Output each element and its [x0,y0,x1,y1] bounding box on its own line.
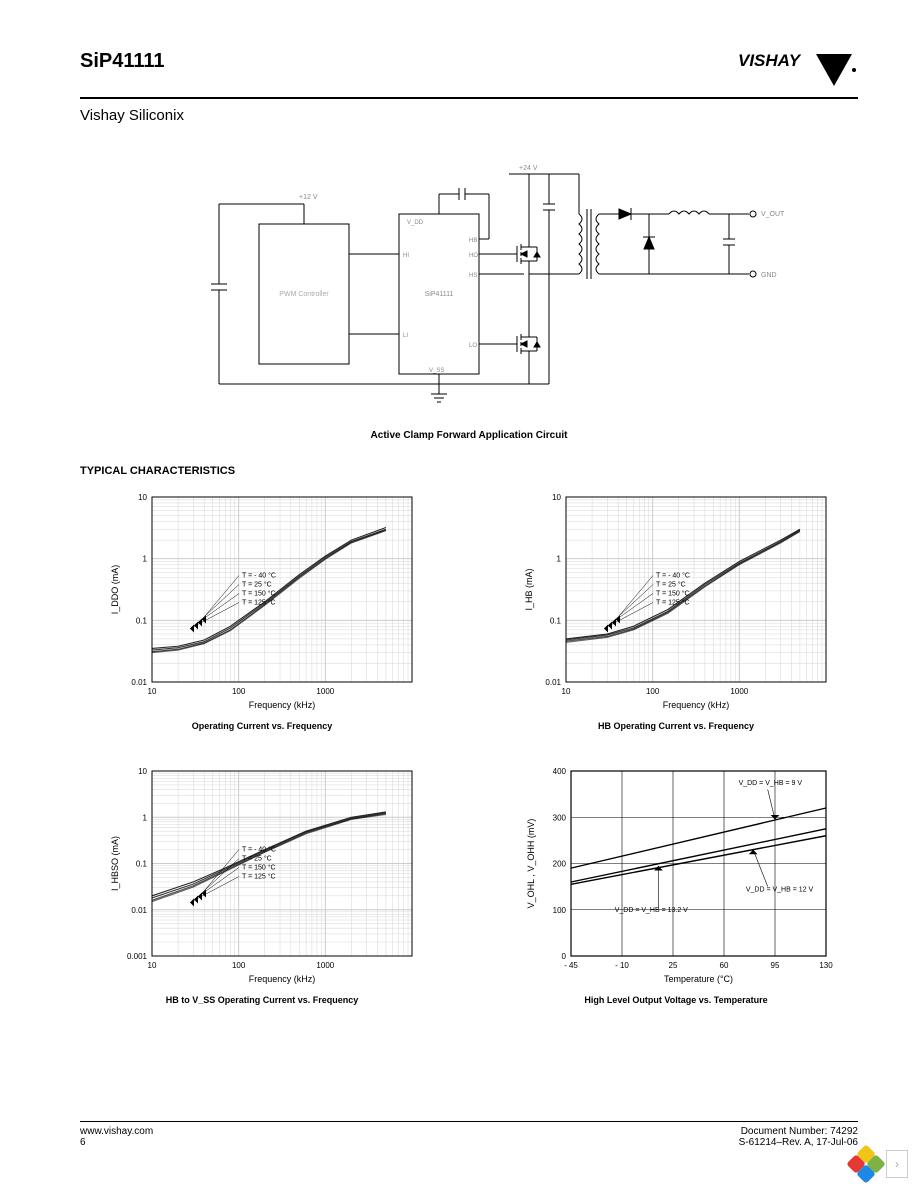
circuit-caption: Active Clamp Forward Application Circuit [371,430,568,441]
header: SiP41111 VISHAY [80,50,858,99]
chart-3: 10 100 1000 0.001 0.01 0.1 1 10 Frequency (kHz) I… [80,761,444,1005]
svg-text:200: 200 [553,860,567,869]
part-number: SiP41111 [80,50,165,73]
svg-text:0: 0 [562,952,567,961]
chart-1: 10 100 1000 0.01 0.1 1 10 Frequency (kHz) I_DDO … [80,487,444,731]
svg-text:LI: LI [403,333,408,339]
svg-text:0.1: 0.1 [136,860,148,869]
svg-text:130: 130 [819,961,833,970]
svg-text:I_HB (mA): I_HB (mA) [524,568,534,610]
svg-text:95: 95 [771,961,780,970]
svg-text:60: 60 [720,961,729,970]
svg-text:GND: GND [761,272,777,279]
svg-text:+12 V: +12 V [299,194,318,201]
svg-text:V_OUT: V_OUT [761,211,785,218]
svg-text:1: 1 [143,813,148,822]
svg-text:HI: HI [403,253,409,259]
svg-text:LO: LO [469,343,477,349]
footer-rev: S-61214–Rev. A, 17-Jul-06 [739,1137,858,1148]
svg-text:- 45: - 45 [564,961,578,970]
svg-text:- 10: - 10 [615,961,629,970]
svg-text:Frequency (kHz): Frequency (kHz) [249,700,316,710]
svg-text:T = 150 °C: T = 150 °C [242,864,276,872]
svg-text:Frequency (kHz): Frequency (kHz) [249,974,316,984]
svg-text:0.01: 0.01 [131,678,147,687]
svg-text:V_DD = V_HB = 12 V: V_DD = V_HB = 12 V [746,886,814,893]
svg-text:T = 25 °C: T = 25 °C [656,581,686,589]
svg-text:10: 10 [138,767,147,776]
circuit-diagram: +12 V +24 V PWM Controller SiP41111 V_DD… [80,154,858,441]
svg-text:1000: 1000 [316,687,334,696]
svg-text:100: 100 [553,906,567,915]
svg-text:I_DDO (mA): I_DDO (mA) [110,565,120,615]
svg-text:HO: HO [469,253,478,259]
svg-text:Temperature (°C): Temperature (°C) [664,974,733,984]
svg-text:100: 100 [232,961,246,970]
svg-text:0.1: 0.1 [550,616,562,625]
chart-4: - 45 - 10 25 60 95 130 0 100 200 300 400 Temperatur… [494,761,858,1005]
svg-text:300: 300 [553,813,567,822]
svg-text:T = 25 °C: T = 25 °C [242,855,272,863]
svg-text:T = 125 °C: T = 125 °C [656,599,690,607]
section-header: TYPICAL CHARACTERISTICS [80,465,858,477]
footer-docnum: Document Number: 74292 [739,1126,858,1137]
svg-text:SiP41111: SiP41111 [425,291,454,298]
svg-text:10: 10 [552,493,561,502]
svg-text:0.01: 0.01 [545,678,561,687]
svg-text:HS: HS [469,273,477,279]
svg-text:HB: HB [469,238,477,244]
footer-url: www.vishay.com [80,1126,153,1137]
svg-text:VISHAY: VISHAY [738,51,802,70]
chart-2: 10 100 1000 0.01 0.1 1 10 Frequency (kHz) I_HB (… [494,487,858,731]
footer-page: 6 [80,1137,153,1148]
vishay-logo: VISHAY [738,50,858,93]
svg-text:400: 400 [553,767,567,776]
svg-text:10: 10 [562,687,571,696]
svg-text:1000: 1000 [730,687,748,696]
svg-text:V_SS: V_SS [429,368,444,374]
svg-text:0.001: 0.001 [127,952,148,961]
svg-text:T = 150 °C: T = 150 °C [242,590,276,598]
charts-grid: 1010010000.010.1110Frequency (kHz)I_DDO … [80,487,858,1005]
svg-text:100: 100 [646,687,660,696]
next-page-button[interactable]: › [886,1150,908,1178]
svg-text:100: 100 [232,687,246,696]
svg-text:0.1: 0.1 [136,616,148,625]
svg-text:10: 10 [138,493,147,502]
svg-text:1: 1 [557,555,562,564]
svg-text:T = 25 °C: T = 25 °C [242,581,272,589]
svg-text:1: 1 [143,555,148,564]
svg-text:T = 125 °C: T = 125 °C [242,873,276,881]
footer: www.vishay.com 6 Document Number: 74292 … [80,1121,858,1148]
corner-widget: › [852,1150,908,1178]
svg-text:PWM Controller: PWM Controller [279,291,329,298]
svg-text:T = - 40 °C: T = - 40 °C [656,572,690,580]
svg-text:10: 10 [148,961,157,970]
svg-text:T = - 40 °C: T = - 40 °C [242,846,276,854]
subtitle: Vishay Siliconix [80,107,858,124]
svg-text:T = 150 °C: T = 150 °C [656,590,690,598]
corner-logo-icon [846,1144,886,1184]
svg-text:T = 125 °C: T = 125 °C [242,599,276,607]
svg-text:25: 25 [669,961,678,970]
svg-text:0.01: 0.01 [131,906,147,915]
svg-text:V_DD: V_DD [407,220,424,226]
svg-text:V_DD = V_HB = 13.2 V: V_DD = V_HB = 13.2 V [615,907,688,914]
svg-text:10: 10 [148,687,157,696]
svg-text:+24 V: +24 V [519,165,538,172]
svg-text:I_HBSO (mA): I_HBSO (mA) [110,836,120,891]
svg-text:V_DD = V_HB = 9 V: V_DD = V_HB = 9 V [739,780,803,787]
svg-text:T = - 40 °C: T = - 40 °C [242,572,276,580]
svg-text:1000: 1000 [316,961,334,970]
svg-text:V_OHL , V_OHH (mV): V_OHL , V_OHH (mV) [526,819,536,909]
svg-text:Frequency (kHz): Frequency (kHz) [663,700,730,710]
